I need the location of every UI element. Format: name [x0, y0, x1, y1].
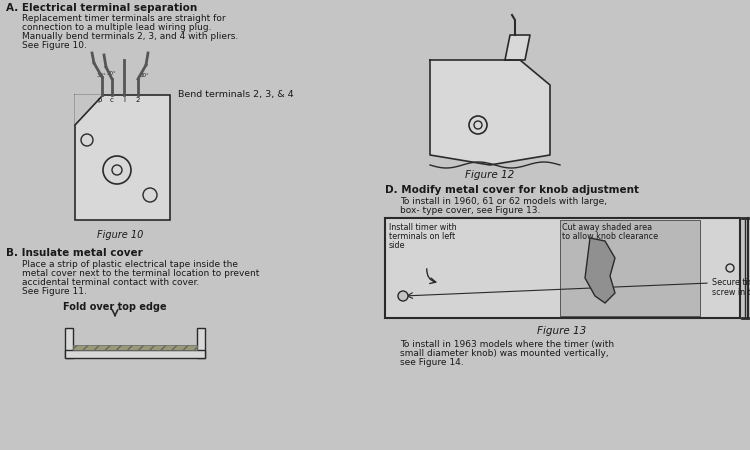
Bar: [385, 218, 740, 318]
Circle shape: [469, 116, 487, 134]
Text: Install timer with: Install timer with: [389, 223, 457, 232]
Circle shape: [143, 188, 157, 202]
Text: To install in 1960, 61 or 62 models with large,: To install in 1960, 61 or 62 models with…: [400, 197, 607, 206]
Bar: [65, 328, 73, 358]
Polygon shape: [585, 238, 615, 303]
Text: Figure 13: Figure 13: [537, 326, 586, 336]
Text: 2: 2: [136, 97, 140, 103]
Circle shape: [81, 134, 93, 146]
Text: Cut away shaded area: Cut away shaded area: [562, 223, 652, 232]
Bar: [197, 328, 205, 358]
Polygon shape: [75, 95, 103, 125]
Text: Figure 12: Figure 12: [465, 170, 514, 180]
Text: Manually bend terminals 2, 3, and 4 with pliers.: Manually bend terminals 2, 3, and 4 with…: [22, 32, 238, 41]
Text: B. Insulate metal cover: B. Insulate metal cover: [6, 248, 142, 258]
Bar: [560, 220, 700, 316]
Text: to allow knob clearance: to allow knob clearance: [562, 232, 658, 241]
Text: Figure 10: Figure 10: [97, 230, 143, 240]
Text: See Figure 11.: See Figure 11.: [22, 287, 87, 296]
Bar: [75, 95, 170, 220]
Text: Place a strip of plastic electrical tape inside the: Place a strip of plastic electrical tape…: [22, 260, 238, 269]
Circle shape: [103, 156, 131, 184]
Text: screw in this hole: screw in this hole: [712, 288, 750, 297]
Text: Fold over top edge: Fold over top edge: [63, 302, 167, 312]
Text: See Figure 10.: See Figure 10.: [22, 41, 87, 50]
Text: 30°: 30°: [97, 73, 106, 78]
Text: p: p: [98, 97, 102, 103]
Text: small diameter knob) was mounted vertically,: small diameter knob) was mounted vertica…: [400, 349, 609, 358]
Text: metal cover next to the terminal location to prevent: metal cover next to the terminal locatio…: [22, 269, 260, 278]
Circle shape: [726, 264, 734, 272]
Text: 30°: 30°: [107, 71, 117, 76]
Text: l: l: [123, 97, 125, 103]
Circle shape: [474, 121, 482, 129]
Text: 30°: 30°: [140, 73, 150, 78]
Text: A. Electrical terminal separation: A. Electrical terminal separation: [6, 3, 197, 13]
Text: Bend terminals 2, 3, & 4: Bend terminals 2, 3, & 4: [178, 90, 294, 99]
Text: c: c: [110, 97, 114, 103]
Circle shape: [398, 291, 408, 301]
Text: accidental terminal contact with cover.: accidental terminal contact with cover.: [22, 278, 200, 287]
Text: Replacement timer terminals are straight for: Replacement timer terminals are straight…: [22, 14, 226, 23]
Polygon shape: [430, 60, 550, 165]
Bar: [73, 345, 197, 350]
Text: see Figure 14.: see Figure 14.: [400, 358, 464, 367]
Text: side: side: [389, 241, 406, 250]
Circle shape: [112, 165, 122, 175]
Text: connection to a multiple lead wiring plug.: connection to a multiple lead wiring plu…: [22, 23, 211, 32]
Text: terminals on left: terminals on left: [389, 232, 455, 241]
Text: Secure timer with one: Secure timer with one: [712, 278, 750, 287]
Text: D. Modify metal cover for knob adjustment: D. Modify metal cover for knob adjustmen…: [385, 185, 639, 195]
Text: box- type cover, see Figure 13.: box- type cover, see Figure 13.: [400, 206, 540, 215]
Polygon shape: [505, 35, 530, 60]
Bar: [65, 350, 205, 358]
Text: To install in 1963 models where the timer (with: To install in 1963 models where the time…: [400, 340, 614, 349]
